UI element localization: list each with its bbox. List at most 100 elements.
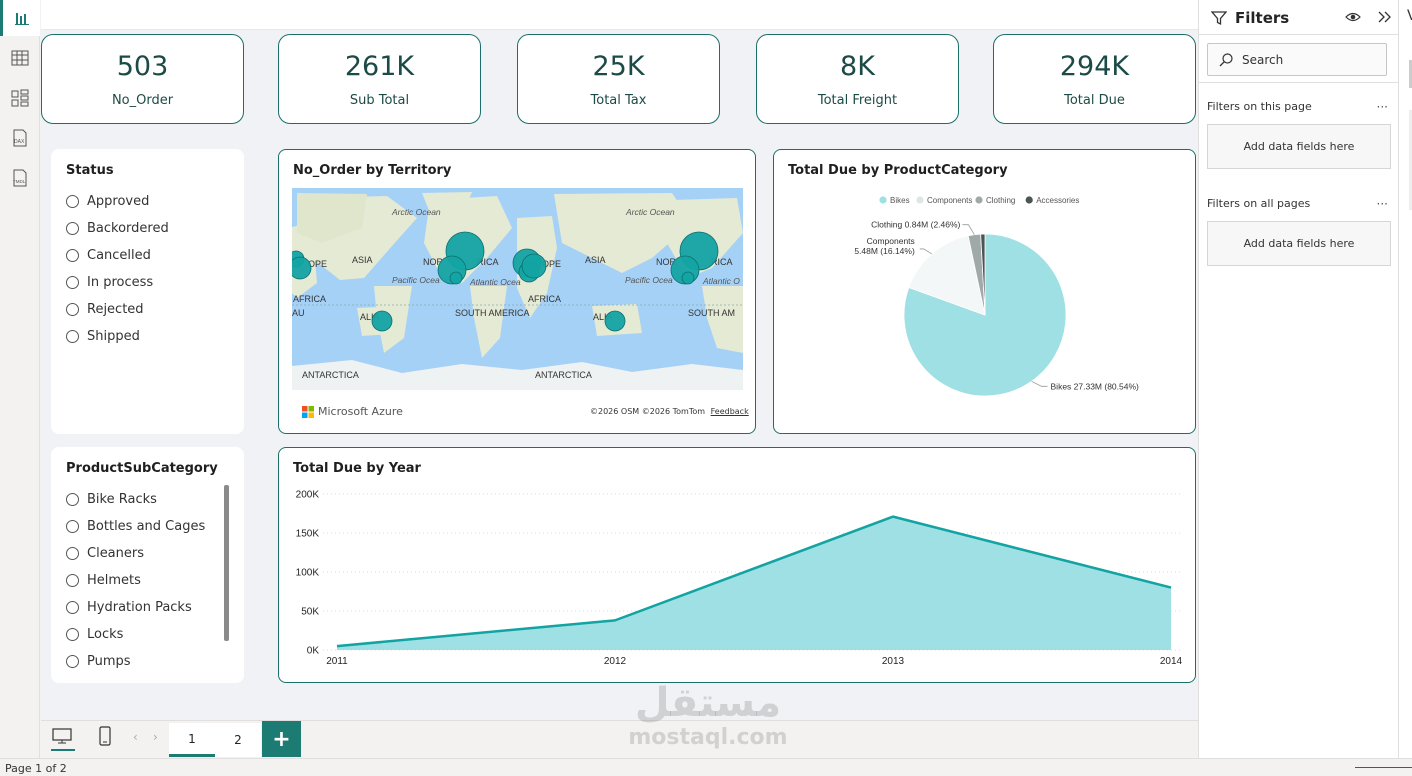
visualizations-pane-edge[interactable]: V [1398,0,1412,758]
radio-icon[interactable] [66,493,79,506]
page-tab-2[interactable]: 2 [215,723,261,757]
legend-item[interactable]: Accessories [1025,196,1080,205]
option-label: Helmets [87,573,141,588]
map-bubble[interactable] [371,310,393,332]
slicer-option-rejected[interactable]: Rejected [66,302,144,317]
leader-line [962,224,975,235]
pie-chart-visual[interactable]: Total Due by ProductCategory Bikes Compon… [773,149,1196,434]
map-label-north-america: RICA [477,257,499,267]
data-point[interactable] [613,618,617,622]
slicer-option-approved[interactable]: Approved [66,194,149,209]
radio-icon[interactable] [66,276,79,289]
report-view-button[interactable] [0,0,40,36]
kpi-label: Total Tax [590,93,647,108]
radio-icon[interactable] [66,655,79,668]
more-options-icon[interactable]: ··· [1376,100,1388,114]
page-tab-1[interactable]: 1 [169,723,215,757]
x-tick-label: 2012 [604,656,627,667]
bar-chart-icon [14,13,29,25]
radio-icon[interactable] [66,574,79,587]
area-chart-visual[interactable]: Total Due by Year 0K 50K 100K 150K 200K 2011 2… [278,447,1196,683]
map-bubble[interactable] [521,253,547,279]
map-bubble[interactable] [449,271,463,285]
kpi-card-total-due[interactable]: 294K Total Due [993,34,1196,124]
radio-icon[interactable] [66,222,79,235]
filters-pane: Filters Search Filters on this page ··· … [1198,0,1399,758]
kpi-card-no-order[interactable]: 503 No_Order [41,34,244,124]
option-label: Locks [87,627,124,642]
radio-icon[interactable] [66,601,79,614]
slicer-option-cleaners[interactable]: Cleaners [66,546,144,561]
slicer-option-bike-racks[interactable]: Bike Racks [66,492,157,507]
map-label-south-america: SOUTH AMERICA [455,308,530,318]
radio-icon[interactable] [66,547,79,560]
slicer-option-backordered[interactable]: Backordered [66,221,169,236]
zoom-slider[interactable] [1355,767,1412,768]
eye-icon[interactable] [1345,10,1361,24]
legend-item[interactable]: Clothing [975,196,1015,205]
map-bubble[interactable] [681,271,695,285]
kpi-card-total-tax[interactable]: 25K Total Tax [517,34,720,124]
report-filter-drop-well[interactable]: Add data fields here [1207,221,1391,266]
collapse-pane-icon[interactable] [1376,10,1392,24]
more-options-icon[interactable]: ··· [1376,197,1388,211]
radio-icon[interactable] [66,303,79,316]
desktop-layout-button[interactable] [51,727,75,751]
page-filter-drop-well[interactable]: Add data fields here [1207,124,1391,169]
mobile-layout-button[interactable] [99,726,113,750]
pie-slice[interactable] [908,235,986,316]
pie-slice[interactable] [980,233,986,316]
world-map[interactable]: Arctic Ocean Arctic Ocean Pacific Ocea A… [292,188,743,390]
filters-on-all-pages-label: Filters on all pages [1207,197,1311,210]
add-page-button[interactable]: + [262,721,301,757]
y-tick-label: 50K [301,607,319,618]
kpi-card-total-freight[interactable]: 8K Total Freight [756,34,959,124]
map-bubble[interactable] [604,310,626,332]
kpi-card-sub-total[interactable]: 261K Sub Total [278,34,481,124]
data-point[interactable] [335,644,339,648]
area-fill[interactable] [337,516,1171,650]
legend-item[interactable]: Bikes [879,196,910,205]
radio-icon[interactable] [66,195,79,208]
radio-icon[interactable] [66,330,79,343]
pie-chart[interactable]: Bikes Components Clothing Accessories Bikes … [774,150,1195,433]
previous-page-button[interactable]: ‹ [133,730,138,744]
visual-title: Total Due by ProductCategory [788,163,1008,178]
next-page-button[interactable]: › [153,730,158,744]
pane-title-fragment: V [1407,8,1412,24]
slicer-option-pumps[interactable]: Pumps [66,654,131,669]
map-bubble[interactable] [292,256,312,280]
map-feedback-link[interactable]: Feedback [710,407,749,416]
data-point[interactable] [891,515,895,519]
area-chart[interactable]: 0K 50K 100K 150K 200K 2011 2012 2013 2014 [279,448,1195,682]
slicer-scrollbar[interactable] [224,485,229,641]
data-point[interactable] [1169,586,1173,590]
table-view-button[interactable] [0,40,40,76]
dax-icon: DAX [13,129,27,147]
map-label-australia: ALIA [593,312,613,322]
radio-icon[interactable] [66,520,79,533]
legend-item[interactable]: Components [916,196,972,205]
radio-icon[interactable] [66,628,79,641]
slicer-option-hydration-packs[interactable]: Hydration Packs [66,600,192,615]
drop-well-label: Add data fields here [1243,237,1355,250]
slicer-option-shipped[interactable]: Shipped [66,329,140,344]
filters-search-input[interactable]: Search [1207,43,1387,76]
map-antarctica [292,360,743,390]
slicer-option-locks[interactable]: Locks [66,627,123,642]
radio-icon[interactable] [66,249,79,262]
model-view-button[interactable] [0,80,40,116]
map-visual[interactable]: No_Order by Territory [278,149,756,434]
map-label-atlantic: Atlantic O [702,276,740,286]
option-label: Shipped [87,329,140,344]
area-line[interactable] [336,515,1172,648]
slicer-option-bottles-and-cages[interactable]: Bottles and Cages [66,519,205,534]
dax-query-view-button[interactable]: DAX [0,120,40,156]
slicer-option-cancelled[interactable]: Cancelled [66,248,151,263]
slicer-option-in-process[interactable]: In process [66,275,153,290]
map-label-south-america: SOUTH AM [688,308,735,318]
legend-label: Components [927,196,972,205]
tmdl-view-button[interactable]: TMDL [0,160,40,196]
option-label: Approved [87,194,150,209]
slicer-option-helmets[interactable]: Helmets [66,573,141,588]
